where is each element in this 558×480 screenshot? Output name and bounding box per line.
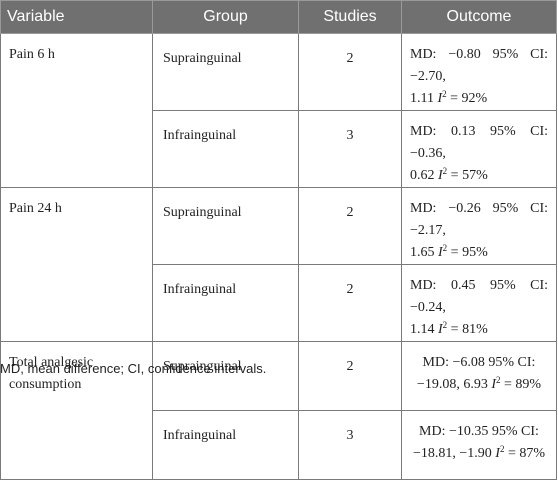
i2-symbol: I <box>438 322 443 337</box>
outcome-ci-upper: 1.14 <box>410 322 435 337</box>
studies-cell: 2 <box>298 33 402 111</box>
outcome-cell: MD: 0.13 95% CI: −0.36, 0.62 I2 = 57% <box>401 110 557 188</box>
studies-cell: 2 <box>298 187 402 265</box>
outcome-line-2: 1.14 I2 = 81% <box>410 319 548 341</box>
outcome-cell: MD: 0.45 95% CI: −0.24, 1.14 I2 = 81% <box>401 264 557 342</box>
table-row: Infrainguinal 3 MD: 0.13 95% CI: −0.36, … <box>1 110 557 188</box>
group-cell: Infrainguinal <box>152 110 299 188</box>
outcome-line-1: MD: −6.08 95% CI: <box>422 355 536 370</box>
outcome-line-1: MD: 0.45 95% CI: −0.24, <box>410 278 548 315</box>
i2-exponent: 2 <box>442 320 448 330</box>
variable-cell: Pain 24 h <box>0 187 153 342</box>
i2-value: = 95% <box>447 245 488 260</box>
group-cell: Suprainguinal <box>152 33 299 111</box>
header-variable: Variable <box>0 0 153 34</box>
i2-exponent: 2 <box>496 375 501 385</box>
outcome-cell: MD: −10.35 95% CI: −18.81, −1.90 I2 = 87… <box>401 410 557 480</box>
i2-symbol: I <box>437 91 443 106</box>
header-outcome: Outcome <box>401 0 557 34</box>
outcome-line-2: −18.81, −1.90 I2 = 87% <box>410 443 548 465</box>
i2-symbol: I <box>491 377 496 392</box>
table-row: Pain 24 h Suprainguinal 2 MD: −0.26 95% … <box>0 187 557 342</box>
outcome-ci-upper: 1.11 <box>410 91 434 106</box>
outcome-line-1: MD: −10.35 95% CI: <box>419 424 539 439</box>
variable-cell: Pain 6 h <box>0 33 153 188</box>
i2-symbol: I <box>438 168 443 183</box>
outcome-line-1: MD: 0.13 95% CI: −0.36, <box>410 124 548 161</box>
outcome-cell: MD: −0.80 95% CI: −2.70, 1.11 I2 = 92% <box>401 33 557 111</box>
i2-value: = 81% <box>447 322 488 337</box>
studies-cell: 2 <box>298 264 402 342</box>
i2-value: = 89% <box>500 377 542 392</box>
header-studies: Studies <box>298 0 402 34</box>
group-cell: Suprainguinal <box>152 341 299 411</box>
table-footnote: MD, mean difference; CI, confidence inte… <box>0 361 267 376</box>
table-header-row: Variable Group Studies Outcome <box>0 0 557 34</box>
header-group: Group <box>152 0 299 34</box>
i2-exponent: 2 <box>442 89 447 99</box>
outcome-line-1: MD: −0.80 95% CI: −2.70, <box>410 47 548 84</box>
outcome-cell: MD: −0.26 95% CI: −2.17, 1.65 I2 = 95% <box>401 187 557 265</box>
outcome-ci-upper: 0.62 <box>410 168 435 183</box>
i2-value: = 92% <box>446 91 488 106</box>
outcome-line-2: 1.65 I2 = 95% <box>410 242 548 264</box>
outcome-cell: MD: −6.08 95% CI: −19.08, 6.93 I2 = 89% <box>401 341 557 411</box>
outcome-line-2: 1.11 I2 = 92% <box>410 88 548 110</box>
outcome-ci-upper: −19.08, 6.93 <box>416 377 488 392</box>
i2-value: = 87% <box>504 446 546 461</box>
outcome-line-2: −19.08, 6.93 I2 = 89% <box>410 374 548 396</box>
studies-cell: 3 <box>298 110 402 188</box>
i2-value: = 57% <box>447 168 488 183</box>
table-row: Pain 6 h Suprainguinal 2 MD: −0.80 95% C… <box>0 33 557 188</box>
group-cell: Infrainguinal <box>152 410 299 480</box>
outcome-line-2: 0.62 I2 = 57% <box>410 165 548 187</box>
i2-exponent: 2 <box>442 166 448 176</box>
studies-cell: 3 <box>298 410 402 480</box>
outcome-ci-upper: 1.65 <box>410 245 435 260</box>
group-cell: Suprainguinal <box>152 187 299 265</box>
group-cell: Infrainguinal <box>152 264 299 342</box>
studies-cell: 2 <box>298 341 402 411</box>
outcome-ci-upper: −18.81, −1.90 <box>412 446 492 461</box>
i2-symbol: I <box>438 245 443 260</box>
table-row: Total analgesic consumption Suprainguina… <box>0 341 557 480</box>
outcome-line-1: MD: −0.26 95% CI: −2.17, <box>410 201 548 238</box>
i2-exponent: 2 <box>442 243 448 253</box>
